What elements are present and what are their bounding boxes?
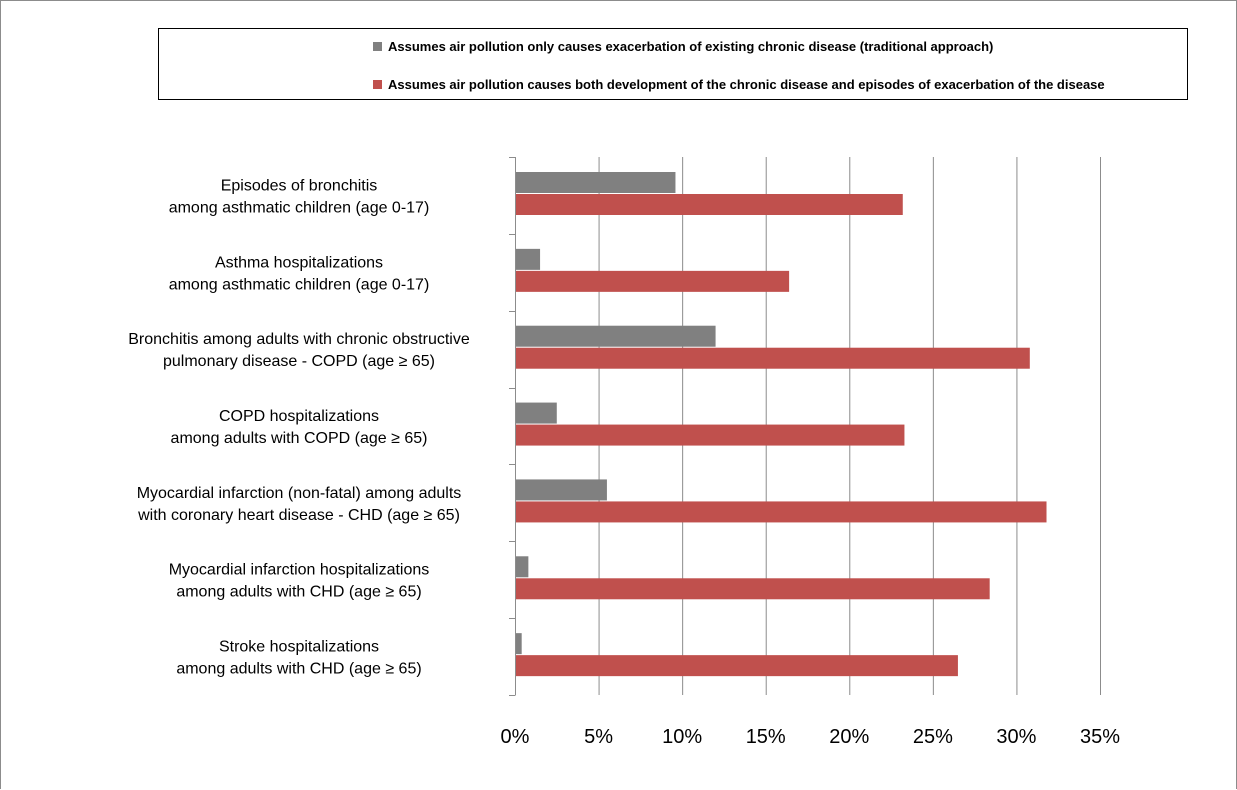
x-tick-label: 35% <box>1080 726 1120 748</box>
category-label: Myocardial infarction hospitalizations am… <box>169 562 430 601</box>
bar-series-2 <box>516 501 1047 523</box>
category-axis <box>509 157 516 696</box>
bar-series-1 <box>516 633 522 655</box>
bar-series-1 <box>516 479 607 501</box>
bar-series-1 <box>516 248 541 270</box>
category-label: Myocardial infarction (non-fatal) among … <box>137 485 462 524</box>
category-labels: Episodes of bronchitis among asthmatic ch… <box>128 177 470 677</box>
x-tick-label: 30% <box>996 726 1036 748</box>
bar-series-1 <box>516 325 716 347</box>
x-tick-label: 15% <box>746 726 786 748</box>
x-tick-label: 20% <box>829 726 869 748</box>
bars <box>516 172 1047 677</box>
bar-series-2 <box>516 194 903 215</box>
category-label: COPD hospitalizations among adults with C… <box>171 408 428 447</box>
bar-series-1 <box>516 556 529 578</box>
x-tick-label: 5% <box>584 726 613 748</box>
legend-label-exacerbation-only: Assumes air pollution only causes exacer… <box>388 38 994 54</box>
bar-series-2 <box>516 270 790 292</box>
legend-item-exacerbation-only: Assumes air pollution only causes exacer… <box>373 37 993 55</box>
legend-item-development-and-exacerbation: Assumes air pollution causes both develo… <box>373 75 1105 93</box>
category-label: Bronchitis among adults with chronic obs… <box>128 331 470 370</box>
category-label: Stroke hospitalizations among adults with… <box>176 639 421 678</box>
bar-series-2 <box>516 655 958 677</box>
bar-series-2 <box>516 424 905 446</box>
x-tick-label: 25% <box>913 726 953 748</box>
category-label: Asthma hospitalizations among asthmatic c… <box>169 254 430 293</box>
legend-swatch-gray <box>373 41 382 51</box>
x-tick-label: 10% <box>662 726 702 748</box>
chart-legend: Assumes air pollution only causes exacer… <box>158 28 1188 100</box>
bar-series-2 <box>516 578 990 600</box>
x-tick-label: 0% <box>501 726 530 748</box>
legend-label-development-and-exacerbation: Assumes air pollution causes both develo… <box>388 76 1105 92</box>
category-label: Episodes of bronchitis among asthmatic ch… <box>169 177 430 216</box>
legend-swatch-red <box>373 79 382 89</box>
bar-series-1 <box>516 402 557 424</box>
x-tick-labels: 0% 5% 10% 15% 20% 25% 30% 35% <box>501 726 1121 748</box>
bar-series-2 <box>516 347 1030 369</box>
bar-series-1 <box>516 172 676 193</box>
